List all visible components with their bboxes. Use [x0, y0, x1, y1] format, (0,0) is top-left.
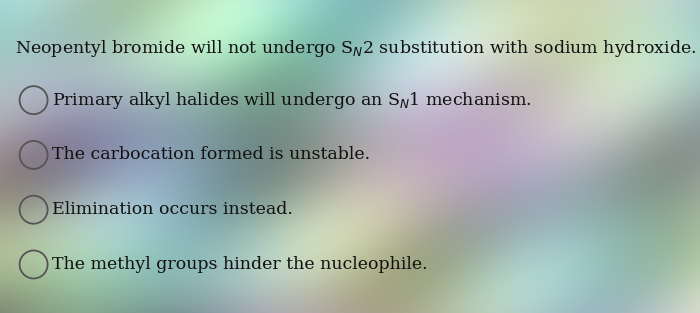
- Text: Neopentyl bromide will not undergo S$_N$2 substitution with sodium hydroxide. Wh: Neopentyl bromide will not undergo S$_N$…: [15, 38, 700, 59]
- Text: The methyl groups hinder the nucleophile.: The methyl groups hinder the nucleophile…: [52, 256, 428, 273]
- Text: The carbocation formed is unstable.: The carbocation formed is unstable.: [52, 146, 370, 163]
- Text: Elimination occurs instead.: Elimination occurs instead.: [52, 201, 293, 218]
- Text: Primary alkyl halides will undergo an S$_N$1 mechanism.: Primary alkyl halides will undergo an S$…: [52, 90, 532, 111]
